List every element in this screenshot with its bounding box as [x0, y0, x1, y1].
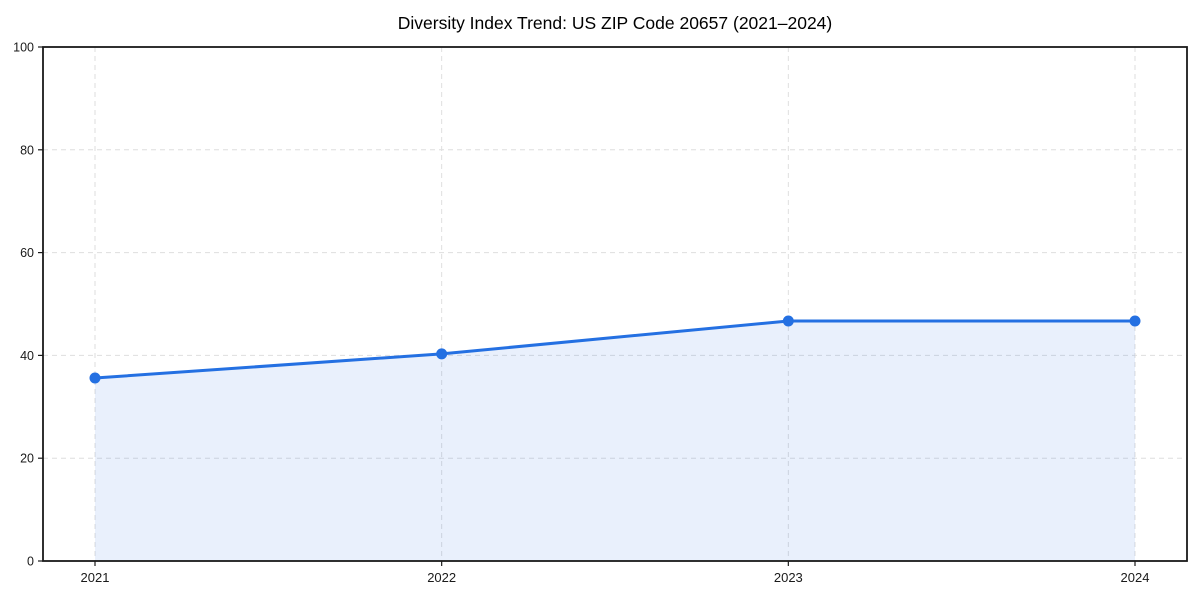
y-tick-label-60: 60 [20, 246, 34, 260]
data-point-2022 [436, 348, 448, 360]
y-tick-label-0: 0 [27, 555, 34, 569]
series-line [93, 319, 1137, 380]
data-point-2024 [1129, 315, 1141, 327]
plot-frame [42, 46, 1188, 562]
x-tick-label-2021: 2021 [81, 570, 110, 585]
x-tick-label-2024: 2024 [1121, 570, 1150, 585]
data-point-2021 [89, 372, 101, 384]
chart-title: Diversity Index Trend: US ZIP Code 20657… [397, 13, 833, 33]
y-tick-label-20: 20 [20, 452, 34, 466]
series-area-fill [95, 320, 1135, 561]
y-tick-label-100: 100 [13, 41, 34, 55]
x-tick-label-2022: 2022 [427, 570, 456, 585]
data-point-2023 [782, 315, 794, 327]
y-tick-label-80: 80 [20, 143, 34, 157]
x-tick-label-2023: 2023 [774, 570, 803, 585]
y-tick-label-40: 40 [20, 349, 34, 363]
